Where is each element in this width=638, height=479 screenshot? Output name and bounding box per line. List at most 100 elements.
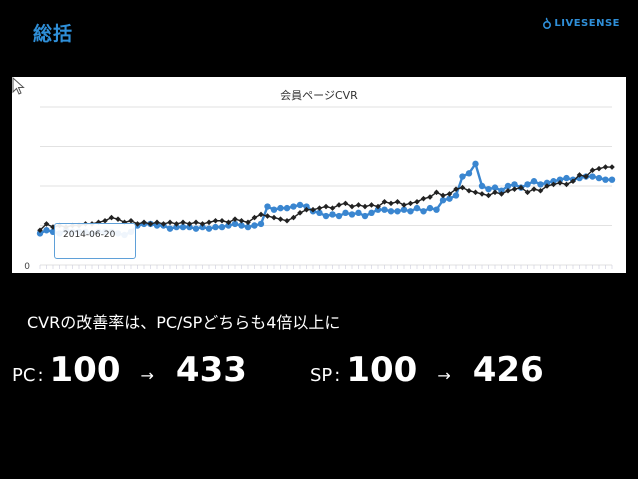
sp-after-value: 426 [472, 350, 544, 390]
series-1-point [478, 182, 486, 190]
series-2-point [394, 199, 401, 205]
series-2-point [232, 216, 238, 222]
pc-arrow: → [140, 366, 154, 385]
sp-before-value: 100 [346, 350, 418, 390]
series-2-point [310, 206, 316, 213]
series-2-point [609, 164, 615, 170]
series-2-point [193, 219, 199, 226]
sp-stat: SP : 100 → 426 [310, 350, 544, 390]
series-2-point [297, 210, 303, 216]
series-1-point [407, 208, 414, 215]
series-1-point [381, 206, 388, 213]
series-1-point [452, 192, 460, 199]
series-1-point [537, 181, 544, 188]
series-1-point [257, 220, 265, 228]
series-2-point [407, 200, 414, 207]
pc-colon: : [37, 365, 44, 386]
series-2-point [596, 165, 602, 172]
series-1-point [511, 181, 518, 188]
series-2-point [219, 217, 225, 224]
series-2-point [420, 195, 427, 202]
series-2-point [336, 202, 342, 208]
series-1-point [465, 170, 473, 177]
series-1-point [329, 211, 336, 218]
series-1-point [342, 209, 349, 217]
series-1-point [556, 176, 564, 183]
sp-colon: : [334, 365, 341, 386]
series-2-point [557, 180, 563, 186]
series-1-point [205, 225, 213, 232]
series-1-point [426, 204, 434, 212]
series-2-point [355, 202, 362, 208]
pc-before-value: 100 [49, 350, 121, 390]
series-2-point [141, 219, 147, 226]
series-1-point [218, 223, 226, 231]
series-2-point [225, 219, 232, 226]
series-1-point [199, 223, 206, 231]
mouse-cursor-icon [12, 77, 25, 95]
pc-stat: PC : 100 → 433 [12, 350, 247, 390]
series-1-point [303, 203, 310, 210]
series-2-point [212, 217, 219, 224]
series-2-point [531, 186, 537, 192]
series-1-point [348, 211, 356, 218]
pc-after-value: 433 [175, 350, 247, 390]
series-1-point [394, 208, 401, 215]
y-tick-label: 0 [24, 262, 30, 272]
series-2-point [375, 203, 381, 210]
series-1-point [459, 173, 466, 180]
series-1-point [530, 178, 538, 185]
series-1-point [608, 176, 616, 183]
series-2-point [147, 221, 154, 227]
series-1-point [504, 182, 512, 190]
series-2-point [284, 217, 290, 224]
series-1-point [491, 184, 499, 191]
series-1-point [179, 223, 187, 231]
series-1-point [192, 225, 200, 232]
series-1-point [283, 204, 291, 212]
series-2-point [349, 203, 355, 210]
series-2-point [446, 191, 453, 197]
series-1-point [413, 204, 421, 212]
series-2-point [362, 203, 368, 210]
series-1-point [296, 201, 304, 209]
series-2-point [570, 178, 576, 185]
series-1-point [264, 203, 271, 210]
series-2-point [414, 199, 420, 205]
series-2-point [50, 224, 56, 230]
series-1-point [595, 174, 603, 182]
series-2-point [550, 181, 557, 188]
series-2-point [199, 221, 206, 227]
series-1-point [225, 222, 232, 229]
series-2-point [180, 219, 186, 226]
series-2-point [537, 187, 544, 194]
series-1-point [173, 223, 180, 231]
series-2-point [264, 213, 271, 219]
series-2-point [544, 183, 550, 189]
series-2-point [602, 164, 609, 170]
series-2-point [368, 202, 375, 208]
series-2-point [323, 203, 329, 210]
series-1-point [400, 206, 408, 213]
series-1-point [153, 222, 161, 229]
series-2-point [238, 217, 245, 224]
series-2-point [583, 173, 589, 180]
series-1-point [277, 204, 284, 212]
series-1-point [186, 223, 193, 231]
tooltip-date: 2014-06-20 [63, 230, 116, 240]
series-1-point [166, 225, 174, 232]
series-2-point [401, 202, 407, 208]
series-1-point [485, 185, 492, 193]
series-1-point [355, 209, 362, 217]
series-line-2 [39, 166, 612, 231]
series-1-point [231, 220, 239, 228]
series-1-point [498, 187, 505, 194]
series-2-point [102, 217, 108, 224]
series-2-point [485, 192, 492, 199]
series-1-point [374, 206, 382, 213]
series-2-point [524, 189, 531, 196]
series-1-point [387, 208, 395, 215]
series-2-point [511, 186, 518, 192]
series-2-point [258, 211, 264, 218]
series-2-point [329, 205, 336, 211]
